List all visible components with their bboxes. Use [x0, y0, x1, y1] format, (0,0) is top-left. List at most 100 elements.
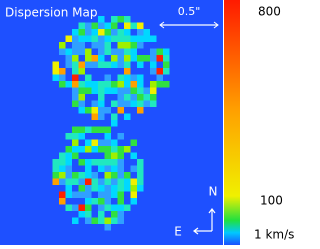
map-pixel [59, 178, 66, 185]
map-pixel [98, 139, 105, 146]
map-pixel [117, 211, 124, 218]
map-pixel [98, 217, 105, 224]
map-pixel [78, 61, 85, 68]
map-pixel [85, 55, 92, 62]
map-pixel [65, 133, 72, 140]
map-pixel [85, 126, 92, 133]
map-pixel [104, 74, 111, 81]
map-pixel [72, 48, 79, 55]
map-pixel [78, 35, 85, 42]
map-pixel [124, 61, 131, 68]
map-pixel [111, 22, 118, 29]
map-pixel [163, 81, 170, 88]
map-pixel [124, 48, 131, 55]
map-pixel [111, 178, 118, 185]
map-pixel [137, 42, 144, 49]
map-pixel [78, 107, 85, 114]
map-pixel [85, 87, 92, 94]
map-pixel [111, 211, 118, 218]
map-pixel [52, 68, 59, 75]
map-pixel [150, 55, 157, 62]
map-pixel [156, 68, 163, 75]
map-pixel [78, 211, 85, 218]
map-pixel [137, 185, 144, 192]
map-pixel [111, 61, 118, 68]
map-pixel [137, 29, 144, 36]
map-pixel [111, 113, 118, 120]
map-pixel [130, 81, 137, 88]
map-pixel [104, 185, 111, 192]
map-pixel [124, 185, 131, 192]
map-pixel [85, 22, 92, 29]
map-pixel [65, 165, 72, 172]
map-pixel [117, 191, 124, 198]
map-pixel [78, 68, 85, 75]
map-pixel [78, 29, 85, 36]
map-pixel [72, 146, 79, 153]
map-pixel [111, 100, 118, 107]
map-pixel [124, 81, 131, 88]
map-pixel [59, 74, 66, 81]
map-pixel [91, 159, 98, 166]
map-pixel [72, 191, 79, 198]
map-pixel [91, 185, 98, 192]
map-pixel [117, 217, 124, 224]
map-pixel [98, 191, 105, 198]
map-pixel [91, 107, 98, 114]
map-pixel [72, 81, 79, 88]
map-pixel [143, 100, 150, 107]
map-pixel [91, 42, 98, 49]
map-pixel [117, 61, 124, 68]
map-pixel [91, 29, 98, 36]
map-pixel [65, 55, 72, 62]
map-pixel [124, 35, 131, 42]
map-pixel [130, 185, 137, 192]
map-pixel [65, 191, 72, 198]
map-pixel [52, 159, 59, 166]
map-pixel [78, 94, 85, 101]
map-pixel [72, 87, 79, 94]
map-pixel [72, 204, 79, 211]
map-pixel [65, 172, 72, 179]
map-pixel [111, 217, 118, 224]
map-pixel [104, 165, 111, 172]
map-pixel [130, 191, 137, 198]
map-pixel [85, 178, 92, 185]
map-pixel [143, 87, 150, 94]
map-pixel [52, 74, 59, 81]
map-pixel [130, 74, 137, 81]
map-pixel [117, 35, 124, 42]
map-pixel [52, 178, 59, 185]
map-pixel [104, 48, 111, 55]
map-pixel [104, 178, 111, 185]
map-pixel [104, 191, 111, 198]
map-pixel [98, 165, 105, 172]
map-pixel [111, 48, 118, 55]
map-pixel [104, 224, 111, 231]
map-pixel [78, 178, 85, 185]
map-pixel [98, 126, 105, 133]
scale-label: 0.5" [178, 5, 201, 18]
map-pixel [117, 74, 124, 81]
map-pixel [85, 185, 92, 192]
compass-north: N [209, 185, 218, 199]
map-pixel [78, 81, 85, 88]
map-pixel [98, 185, 105, 192]
map-pixel [137, 159, 144, 166]
map-pixel [117, 87, 124, 94]
map-pixel [98, 35, 105, 42]
map-pixel [124, 146, 131, 153]
map-pixel [150, 94, 157, 101]
map-pixel [65, 146, 72, 153]
map-pixel [111, 55, 118, 62]
map-pixel [85, 146, 92, 153]
map-pixel [117, 165, 124, 172]
map-pixel [104, 42, 111, 49]
map-pixel [130, 100, 137, 107]
map-pixel [78, 204, 85, 211]
map-pixel [130, 87, 137, 94]
map-pixel [130, 48, 137, 55]
map-pixel [117, 159, 124, 166]
map-pixel [111, 159, 118, 166]
map-pixel [117, 107, 124, 114]
